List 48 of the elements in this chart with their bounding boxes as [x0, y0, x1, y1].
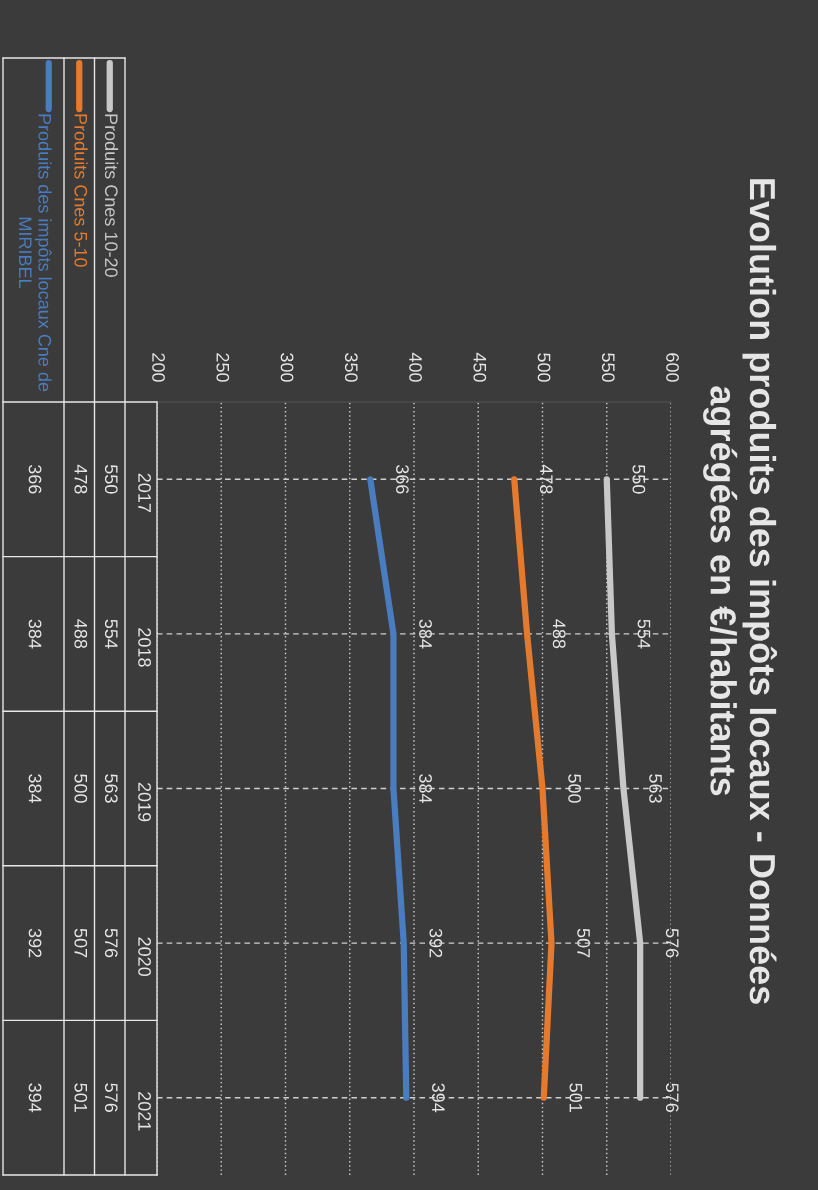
y-tick-label: 2018	[138, 628, 151, 667]
y-tick-label: 2021	[138, 1092, 151, 1131]
data-label: 384	[28, 619, 42, 649]
data-label: 563	[104, 774, 118, 803]
data-label: 488	[74, 619, 88, 649]
data-label: 507	[74, 928, 88, 958]
data-label: 550	[104, 464, 118, 494]
annotation: 576	[665, 1083, 679, 1112]
x-tick-label: 200	[152, 353, 165, 382]
annotation: 563	[649, 774, 662, 803]
annotation: 554	[637, 619, 651, 649]
annotation: 550	[632, 464, 646, 494]
data-label: 392	[28, 928, 42, 958]
annotation: 488	[552, 619, 566, 649]
annotation: 500	[568, 774, 581, 803]
data-label: 500	[74, 774, 88, 803]
data-label: 554	[104, 619, 118, 649]
annotation: 384	[419, 774, 432, 804]
text: Evolution produits des impôts locaux - Données agrégées en €/habitants	[703, 179, 777, 1004]
x-tick-label: 350	[344, 353, 358, 382]
x-tick-label: 500	[537, 353, 551, 382]
x-tick-label: 250	[216, 353, 230, 382]
data-label: 384	[28, 774, 42, 804]
y-tick-label: 2019	[138, 782, 151, 822]
annotation: 384	[419, 619, 432, 649]
data-label: 394	[28, 1083, 42, 1113]
y-tick-label: 2017	[138, 473, 151, 513]
annotation: 394	[432, 1083, 445, 1113]
text: Produits Cnes 10-20	[104, 114, 119, 277]
data-label: 576	[104, 928, 118, 958]
data-label: 501	[74, 1083, 88, 1112]
x-tick-label: 550	[601, 353, 615, 382]
annotation: 576	[665, 928, 679, 958]
x-tick-label: 400	[409, 352, 422, 382]
y-tick-label: 2020	[138, 937, 151, 977]
data-label: 478	[74, 464, 88, 494]
text: Produits Cnes 5-10	[74, 114, 88, 267]
annotation: 392	[429, 928, 443, 958]
annotation: 501	[569, 1083, 583, 1112]
annotation: 366	[396, 464, 409, 494]
annotation: 478	[539, 464, 553, 494]
x-tick-label: 300	[280, 353, 294, 382]
x-tick-label: 450	[473, 352, 487, 382]
annotation: 507	[577, 928, 590, 958]
data-label: 366	[28, 464, 42, 494]
data-label: 576	[104, 1083, 118, 1112]
text: Produits des impôts locaux Cne de MIRIBEL	[19, 114, 52, 392]
x-tick-label: 600	[666, 353, 679, 382]
